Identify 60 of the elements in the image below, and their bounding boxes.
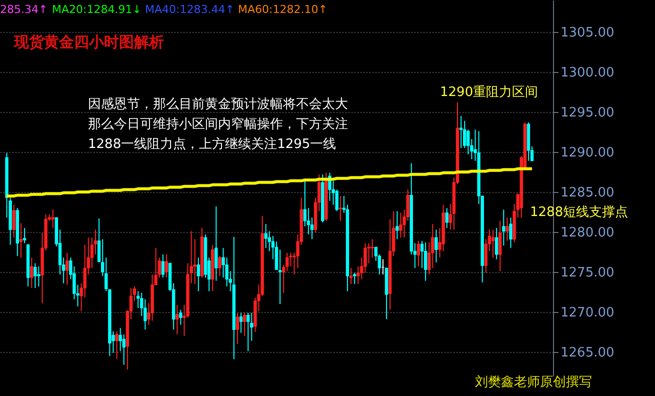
annotation: MA40:1283.44↑: [145, 3, 234, 16]
candlestick: [352, 272, 356, 284]
y-tick-label: 1290.00: [560, 146, 614, 160]
candlestick: [179, 309, 182, 326]
text: 现货黄金四小时图解析: [13, 33, 164, 51]
annotation: 刘樊鑫老师原创撰写: [475, 375, 592, 390]
candlestick: [30, 257, 34, 288]
candlestick: [494, 228, 498, 260]
candlestick: [161, 254, 165, 278]
candlestick: [349, 268, 353, 284]
annotation: 1288短线支撑点: [530, 205, 628, 220]
candlestick: [176, 304, 179, 335]
candlestick: [236, 312, 240, 344]
candlestick: [22, 228, 26, 244]
candlestick: [509, 217, 512, 248]
candlestick: [502, 209, 506, 246]
candlestick: [242, 312, 246, 336]
line-series: [5, 167, 534, 198]
candlestick: [164, 254, 168, 278]
candlestick: [246, 312, 250, 352]
candlestick: [12, 204, 16, 238]
candlestick: [214, 206, 218, 282]
annotation: 1288一线阻力点，上方继续关注1295一线: [88, 136, 336, 152]
annotation: MA60:1282.10↑: [238, 3, 328, 16]
candlestick: [34, 262, 37, 288]
candlestick: [434, 229, 438, 263]
y-tick-label: 1305.00: [560, 26, 614, 40]
candlestick: [498, 220, 502, 272]
candlestick: [445, 208, 448, 228]
candlestick: [399, 212, 402, 238]
y-tick-label: 1285.00: [560, 186, 614, 200]
candlestick: [239, 312, 243, 334]
annotation: 285.34↑: [0, 3, 48, 16]
annotation: 1290重阻力区间: [440, 85, 538, 100]
candlestick: [264, 224, 268, 248]
annotation: 因感恩节，那么目前黄金预计波幅将不会太大: [88, 97, 348, 112]
candlestick: [466, 129, 470, 155]
candlestick: [196, 257, 200, 292]
candlestick: [66, 252, 69, 286]
y-tick-label: 1300.00: [560, 66, 614, 80]
y-tick-label: 1265.00: [560, 346, 614, 360]
candlestick: [37, 266, 40, 287]
y-tick-label: 1270.00: [560, 306, 614, 320]
candlestick: [218, 256, 222, 276]
candlestick: [19, 222, 23, 258]
candlestick: [424, 242, 428, 282]
candlestick: [338, 196, 342, 222]
y-tick-label: 1280.00: [560, 226, 614, 240]
candlestick: [396, 210, 399, 240]
candlestick: [289, 252, 292, 267]
annotation: MA20:1284.91↓: [52, 3, 142, 16]
candlestick: [459, 116, 463, 148]
y-tick-label: 1275.00: [560, 266, 614, 280]
y-tick-label: 1295.00: [560, 106, 614, 120]
candlestick: [115, 330, 118, 360]
candlestick: [506, 217, 509, 242]
annotation: 那么今日可维持小区间内窄幅操作，下方关注: [88, 116, 348, 132]
candlestick: [278, 249, 282, 304]
candlestick: [416, 240, 420, 267]
candlestick: [370, 238, 374, 258]
